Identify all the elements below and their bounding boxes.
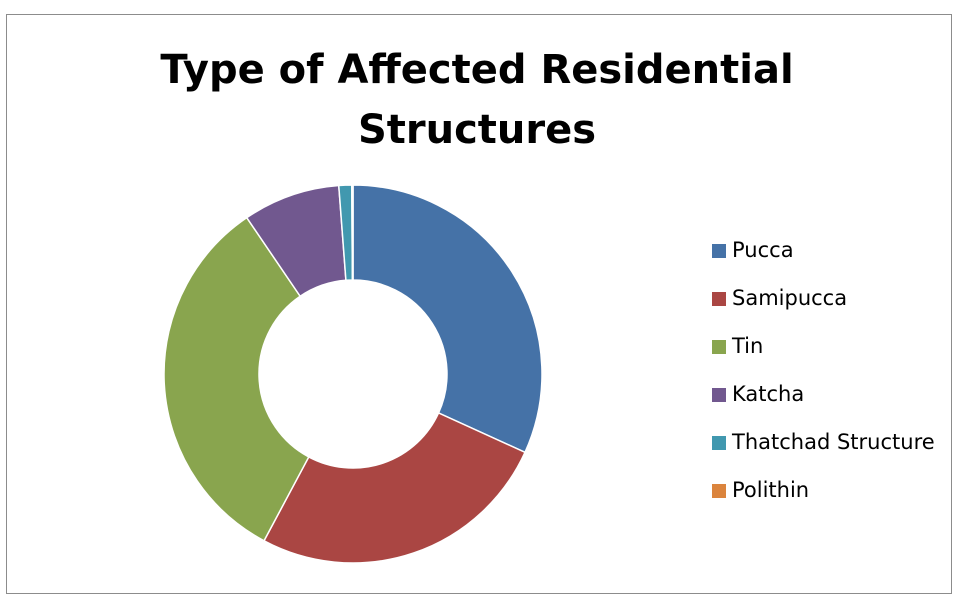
legend-label: Polithin (732, 478, 810, 502)
slice-polithin (351, 184, 354, 281)
legend-swatch (712, 436, 726, 450)
slice-samipucca (263, 411, 527, 564)
chart-title-line-1: Type of Affected Residential (160, 47, 794, 93)
legend-label: Tin (732, 334, 764, 358)
legend-label: Katcha (732, 382, 805, 406)
chart-title: Type of Affected Residential Structures (0, 40, 954, 160)
legend-swatch (712, 292, 726, 306)
doughnut-chart (163, 184, 543, 564)
legend-label: Thatchad Structure (732, 430, 935, 454)
legend-swatch (712, 340, 726, 354)
legend-label: Samipucca (732, 286, 848, 310)
slice-tin (163, 216, 310, 542)
legend-swatch (712, 388, 726, 402)
legend-swatch (712, 244, 726, 258)
legend-label: Pucca (732, 238, 794, 262)
legend-swatch (712, 484, 726, 498)
slice-pucca (352, 184, 543, 454)
chart-title-line-2: Structures (357, 107, 597, 153)
